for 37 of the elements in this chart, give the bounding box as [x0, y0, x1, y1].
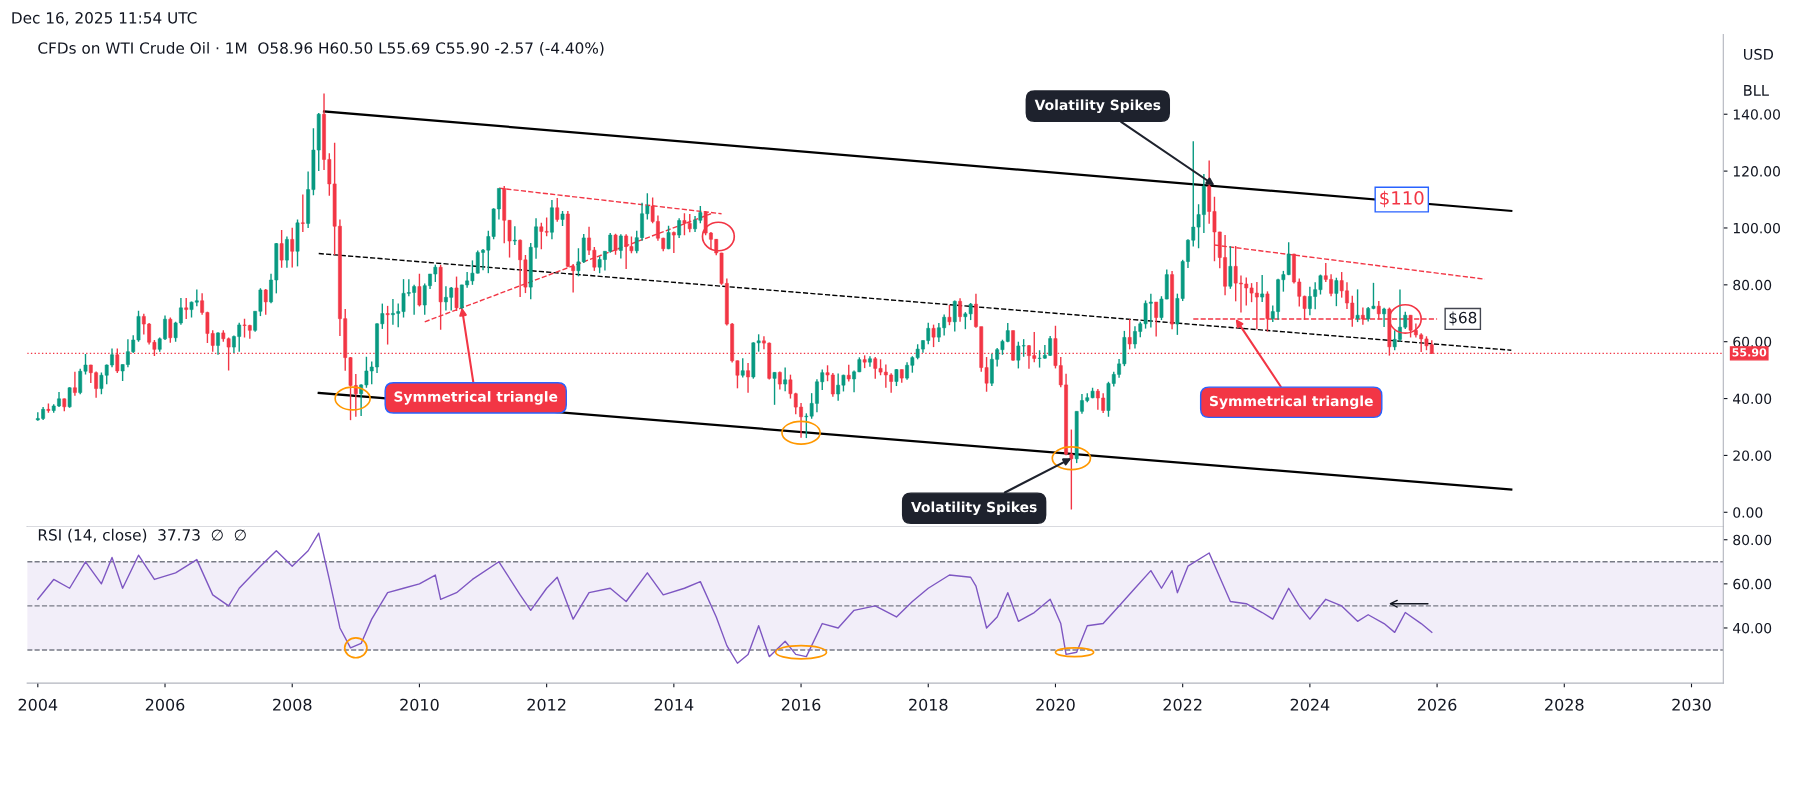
x-tick-label: 2028 — [1545, 698, 1584, 711]
x-tick-label: 2016 — [781, 698, 821, 711]
x-tick-label: 2008 — [273, 698, 312, 711]
x-tick-label: 2012 — [527, 698, 566, 711]
x-tick-label: 2006 — [145, 698, 185, 711]
annotation: Symmetrical triangle — [394, 391, 558, 405]
y-tick-label: 120.00 — [1733, 166, 1780, 177]
text: BLL — [1744, 85, 1769, 96]
x-tick-label: 2026 — [1417, 698, 1457, 711]
ref-line-label: 55.90 — [1732, 348, 1767, 357]
chart-title: CFDs on WTI Crude Oil · 1M O58.96 H60.50 L55.69 C55.90 -2.57 (-4.40%) — [38, 42, 604, 56]
y-tick-label: 40.00 — [1733, 393, 1772, 405]
y-tick-label: 20.00 — [1733, 450, 1772, 461]
x-tick-label: 2022 — [1163, 698, 1202, 711]
text: Dec 16, 2025 11:54 UTC — [12, 12, 197, 26]
y-tick-label: 140.00 — [1733, 109, 1780, 120]
chart-title: RSI (14, close) 37.73 ∅ ∅ — [38, 528, 246, 543]
annotation: $110 — [1380, 190, 1424, 208]
y-tick-label: 0.00 — [1733, 507, 1763, 518]
y-tick-label: 40.00 — [1733, 622, 1772, 634]
x-tick-label: 2018 — [909, 698, 948, 711]
y-tick-label: 100.00 — [1733, 222, 1780, 234]
y-tick-label: 80.00 — [1733, 534, 1772, 546]
annotation: $68 — [1449, 311, 1477, 326]
text: USD — [1744, 48, 1774, 60]
x-tick-label: 2030 — [1672, 698, 1711, 711]
annotation: Volatility Spikes — [1034, 99, 1161, 113]
x-tick-label: 2020 — [1036, 698, 1075, 711]
y-tick-label: 60.00 — [1733, 336, 1772, 348]
y-tick-label: 80.00 — [1733, 279, 1772, 291]
annotation: Volatility Spikes — [911, 501, 1037, 516]
y-tick-label: 60.00 — [1733, 578, 1772, 590]
annotation: Symmetrical triangle — [1209, 395, 1373, 410]
x-tick-label: 2004 — [18, 698, 58, 711]
x-tick-label: 2024 — [1290, 698, 1330, 711]
x-tick-label: 2014 — [654, 698, 694, 711]
x-tick-label: 2010 — [400, 698, 439, 711]
